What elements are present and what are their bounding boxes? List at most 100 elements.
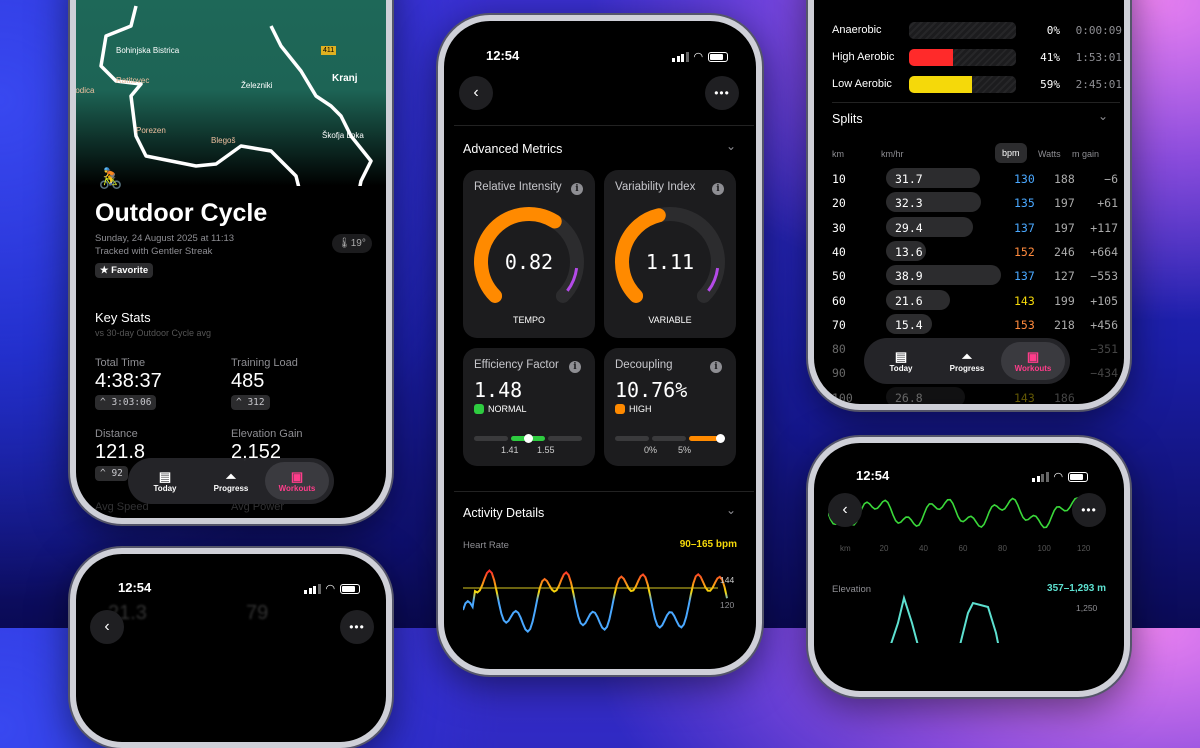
zone-bar [909, 76, 1016, 93]
map-label: Kranj [332, 73, 358, 84]
chevron-down-icon[interactable]: ⌄ [726, 503, 737, 517]
split-km: 90 [832, 366, 846, 381]
wifi-icon: ◠ [1053, 471, 1064, 483]
card-title: Variability Index [615, 181, 696, 193]
tab-bar: ▤ Today ⏶ Progress ▣ Workouts [128, 458, 334, 504]
tab-workouts[interactable]: ▣ Workouts [265, 462, 329, 500]
workout-source: Tracked with Gentler Streak [95, 246, 213, 257]
more-button[interactable]: ••• [1072, 493, 1106, 527]
tab-label: Progress [213, 483, 249, 493]
col-gain[interactable]: m gain [1072, 149, 1100, 159]
range-bar [474, 434, 582, 443]
speed-line [828, 497, 1089, 529]
info-icon[interactable]: i [569, 361, 581, 373]
split-watts: 197 [1054, 196, 1075, 211]
split-km: 60 [832, 293, 846, 308]
bicycle-icon: 🚴 [98, 168, 123, 190]
card-title: Decoupling [615, 359, 673, 371]
divider [832, 102, 1120, 103]
tab-bar: ▤ Today ⏶ Progress ▣ Workouts [864, 338, 1070, 384]
efficiency-factor-card[interactable]: Efficiency Factor i 1.48 NORMAL 1.41 1.5… [463, 348, 595, 466]
col-watts[interactable]: Watts [1038, 149, 1061, 159]
tab-progress[interactable]: ⏶ Progress [199, 462, 263, 500]
stat-value: 4:38:37 [95, 370, 162, 392]
status-text: HIGH [629, 404, 652, 414]
split-watts: 188 [1054, 172, 1075, 186]
intensity-gauge [474, 207, 584, 303]
stat-label: Elevation Gain [231, 428, 303, 440]
tab-workouts[interactable]: ▣ Workouts [1001, 342, 1065, 380]
info-icon[interactable]: i [571, 183, 583, 195]
split-gain: −553 [1090, 269, 1118, 284]
heart-rate-range: 90–165 bpm [679, 539, 737, 550]
phone-charts: 12:54 ◠ ‹ ••• km 20 40 60 80 100 120 Elevation… [808, 437, 1130, 697]
speed-bar [886, 265, 1001, 286]
tab-progress[interactable]: ⏶ Progress [935, 342, 999, 380]
info-icon[interactable]: i [710, 361, 722, 373]
road-badge: 411 [321, 46, 337, 55]
split-bpm: 135 [1014, 196, 1035, 211]
workout-date: Sunday, 24 August 2025 at 11:13 [95, 233, 235, 244]
speed-bar [886, 289, 950, 310]
more-button[interactable]: ••• [340, 610, 374, 644]
split-row: 80 −351 [832, 338, 1124, 360]
km-tick: 80 [998, 544, 1007, 553]
status-time: 12:54 [118, 580, 152, 595]
gauge-value: 1.11 [645, 250, 695, 274]
map-label: Škofja Loka [322, 131, 364, 140]
variability-index-card[interactable]: Variability Index i 1.11 VARIABLE [604, 170, 736, 338]
zone-row: Anaerobic 0% 0:00:09 [832, 22, 1122, 40]
zone-name: Low Aerobic [832, 78, 892, 90]
battery-icon [708, 51, 729, 62]
range-high: 5% [678, 445, 692, 455]
phone-advanced-metrics: 12:54 ◠ ‹ ••• Advanced Metrics ⌄ Relativ… [438, 15, 762, 675]
tab-today[interactable]: ▤ Today [869, 342, 933, 380]
battery-icon [340, 583, 361, 594]
elevation-range: 357–1,293 m [1047, 583, 1106, 594]
split-km: 50 [832, 269, 846, 284]
advanced-metrics-title[interactable]: Advanced Metrics [463, 142, 563, 156]
split-watts: 199 [1054, 293, 1075, 308]
more-button[interactable]: ••• [705, 76, 739, 110]
split-gain: +456 [1090, 317, 1118, 332]
splits-title[interactable]: Splits [832, 112, 863, 126]
map-label: Bohinjska Bistrica [116, 46, 180, 55]
zone-pct: 59% [1040, 78, 1060, 91]
split-bpm: 137 [1014, 220, 1035, 235]
map-label: Porezen [136, 126, 166, 135]
elevation-label: Elevation [832, 584, 872, 595]
route-map[interactable]: Bohinjska Bistrica Ratitovec Železniki K… [76, 0, 386, 186]
speed-bar [886, 386, 966, 404]
metric-value: 10.76% [615, 378, 688, 402]
tab-today[interactable]: ▤ Today [133, 462, 197, 500]
map-label: Železniki [241, 81, 273, 90]
split-speed: 26.8 [895, 390, 923, 405]
tab-label: Today [889, 363, 913, 373]
chevron-down-icon[interactable]: ⌄ [726, 139, 737, 153]
activity-details-title[interactable]: Activity Details [463, 506, 545, 520]
back-button[interactable]: ‹ [828, 493, 862, 527]
chevron-down-icon[interactable]: ⌄ [1098, 109, 1109, 123]
zone-time: 2:45:01 [1075, 78, 1122, 91]
decoupling-card[interactable]: Decoupling i 10.76% HIGH 0% 5% [604, 348, 736, 466]
km-tick: 40 [919, 544, 928, 553]
avg-speed-label: Avg Speed [95, 501, 149, 513]
back-button[interactable]: ‹ [90, 610, 124, 644]
relative-intensity-card[interactable]: Relative Intensity i 0.82 TEMPO [463, 170, 595, 338]
split-gain: −351 [1090, 342, 1118, 357]
speed-bar [886, 216, 973, 237]
divider [454, 491, 754, 492]
split-watts: 127 [1054, 269, 1075, 284]
split-row: 70 15.4 153 218 +456 [832, 313, 1124, 336]
back-button[interactable]: ‹ [459, 76, 493, 110]
map-label: Ratitovec [116, 76, 150, 85]
col-bpm-selected[interactable]: bpm [995, 143, 1027, 163]
wifi-icon: ◠ [693, 51, 704, 63]
speed-bar [886, 168, 980, 188]
info-icon[interactable]: i [712, 183, 724, 195]
range-low: 1.41 [501, 445, 519, 455]
favorite-button[interactable]: ★ Favorite [95, 263, 154, 278]
map-label: Podica [70, 86, 95, 95]
split-gain: +117 [1090, 220, 1118, 235]
split-speed: 21.6 [895, 293, 923, 308]
